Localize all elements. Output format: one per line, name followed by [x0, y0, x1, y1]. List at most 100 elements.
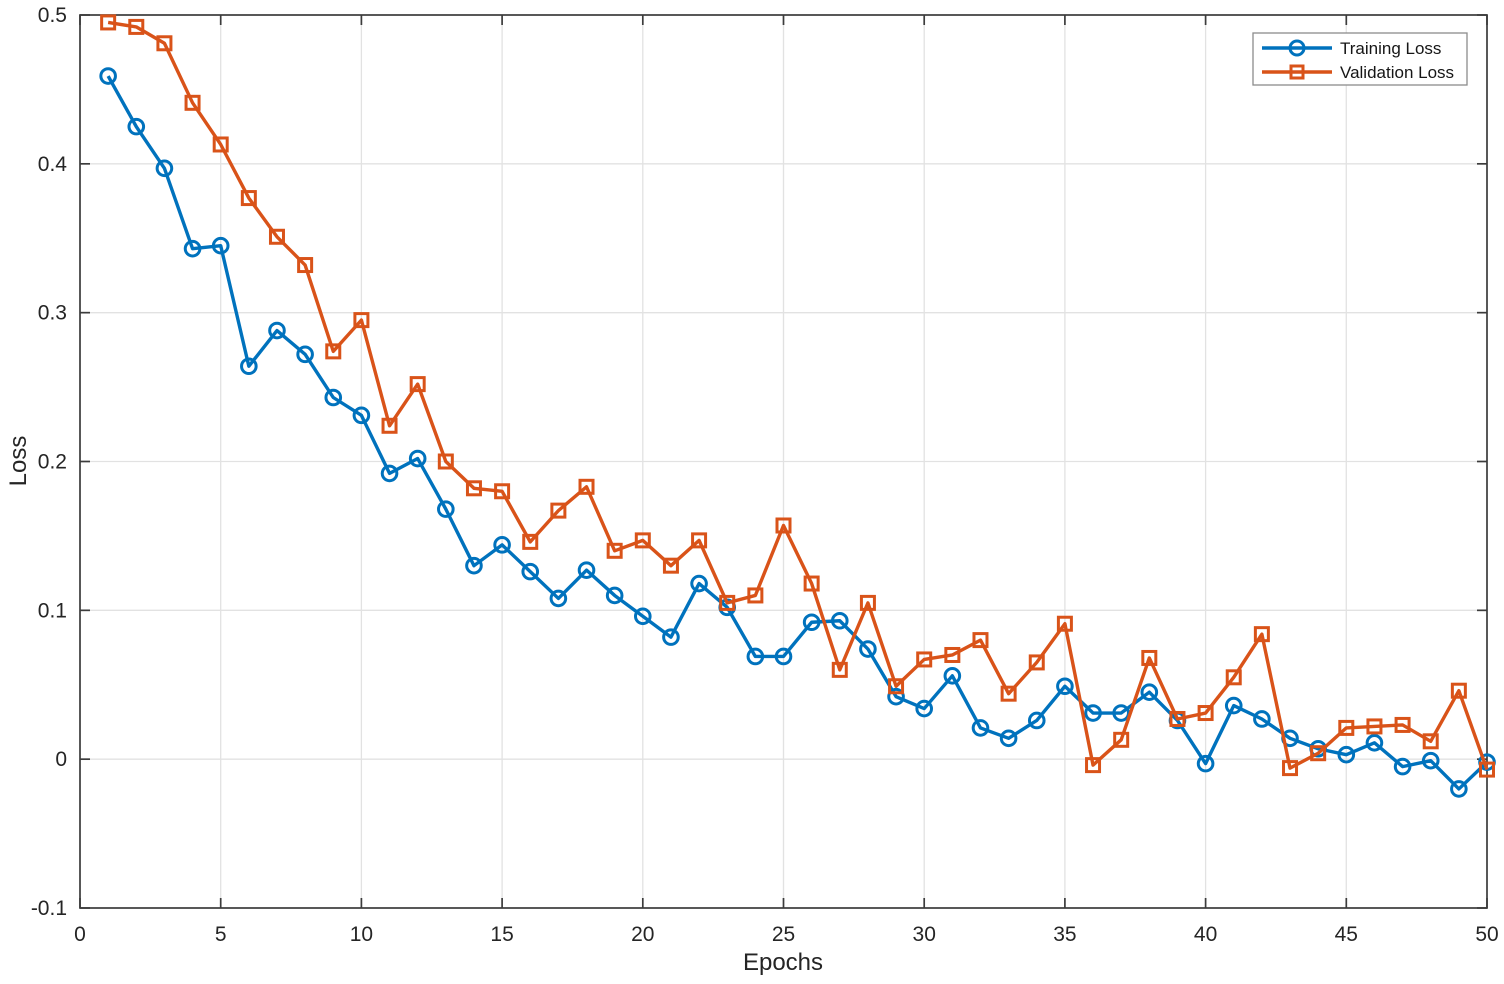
x-tick-label: 40 — [1194, 923, 1217, 946]
x-tick-label: 35 — [1053, 923, 1076, 946]
data-point-square — [1028, 654, 1045, 671]
data-point-circle — [1224, 696, 1243, 715]
legend-label-validation: Validation Loss — [1340, 63, 1454, 82]
data-point-square — [465, 480, 482, 497]
data-point-circle — [465, 556, 483, 575]
data-point-circle — [352, 406, 371, 425]
data-point-circle — [999, 729, 1018, 748]
data-point-circle — [662, 628, 680, 646]
legend-circle-marker-icon — [1288, 39, 1306, 57]
data-point-square — [831, 661, 848, 678]
data-point-circle — [1253, 710, 1271, 728]
data-point-square — [1366, 718, 1383, 735]
data-point-square — [1479, 761, 1495, 778]
x-tick-label: 5 — [215, 923, 227, 946]
data-point-circle — [1027, 711, 1046, 730]
data-point-square — [409, 376, 426, 393]
data-point-square — [691, 532, 708, 549]
data-point-circle — [1084, 704, 1102, 722]
data-point-square — [888, 678, 905, 695]
y-tick-label: -0.1 — [31, 897, 67, 920]
data-point-square — [550, 502, 567, 519]
x-tick-label: 30 — [913, 923, 936, 946]
data-point-square — [747, 587, 764, 604]
data-point-circle — [240, 357, 258, 376]
data-point-circle — [634, 607, 652, 626]
data-point-square — [522, 533, 539, 550]
data-point-square — [916, 651, 933, 668]
x-tick-label: 25 — [772, 923, 795, 946]
data-point-square — [381, 417, 398, 434]
data-point-square — [606, 542, 623, 559]
data-point-circle — [1112, 704, 1130, 722]
data-point-square — [437, 453, 454, 470]
plot-area: 0 5 10 15 20 25 30 35 40 45 50 -0.1 0 0.1 0.2 0.3 0.4 0.5 — [31, 4, 1499, 946]
data-point-square — [353, 312, 370, 329]
data-point-square — [100, 14, 117, 31]
data-point-circle — [127, 117, 146, 136]
x-axis-label: Epochs — [743, 949, 823, 976]
data-point-circle — [943, 667, 962, 685]
data-point-circle — [1056, 677, 1074, 696]
data-point-circle — [971, 719, 990, 737]
y-tick-label: 0.5 — [38, 4, 67, 27]
data-point-circle — [1450, 780, 1468, 798]
data-point-circle — [605, 586, 624, 605]
data-point-square — [1169, 710, 1186, 727]
data-point-circle — [887, 687, 905, 706]
y-tick-labels: -0.1 0 0.1 0.2 0.3 0.4 0.5 — [31, 4, 67, 920]
y-tick-label: 0 — [55, 748, 67, 771]
data-point-square — [775, 517, 792, 534]
data-point-circle — [183, 239, 202, 258]
data-point-circle — [437, 500, 455, 518]
series-markers-validation — [100, 14, 1495, 778]
data-point-square — [1310, 745, 1327, 762]
data-point-square — [128, 18, 145, 35]
x-tick-labels: 0 5 10 15 20 25 30 35 40 45 50 — [74, 923, 1499, 946]
data-point-circle — [746, 647, 765, 666]
data-point-circle — [324, 388, 343, 407]
data-point-square — [662, 557, 679, 574]
data-point-circle — [859, 640, 877, 658]
data-point-circle — [830, 611, 849, 630]
data-point-square — [494, 483, 511, 500]
data-point-circle — [493, 536, 511, 554]
x-tick-label: 10 — [350, 923, 373, 946]
data-point-square — [578, 478, 595, 495]
y-tick-label: 0.3 — [38, 302, 67, 325]
data-point-square — [1422, 733, 1439, 750]
data-point-square — [719, 594, 736, 611]
data-point-square — [1000, 685, 1017, 702]
data-point-circle — [577, 561, 596, 579]
y-tick-label: 0.2 — [38, 451, 67, 474]
data-point-circle — [1337, 745, 1356, 764]
data-point-square — [1056, 615, 1073, 632]
data-point-circle — [380, 464, 399, 483]
y-tick-label: 0.4 — [38, 153, 68, 176]
x-tick-label: 0 — [74, 923, 86, 946]
data-point-circle — [155, 159, 174, 178]
data-point-square — [803, 575, 820, 592]
data-point-circle — [802, 613, 821, 632]
data-point-square — [1085, 757, 1102, 774]
data-point-circle — [1421, 751, 1440, 770]
data-point-square — [1282, 760, 1299, 777]
data-point-square — [1225, 669, 1242, 686]
legend-label-training: Training Loss — [1340, 39, 1441, 58]
data-point-circle — [690, 574, 708, 593]
data-point-square — [1394, 716, 1411, 733]
data-point-circle — [521, 562, 540, 581]
data-point-square — [184, 94, 201, 111]
x-tick-label: 20 — [631, 923, 654, 946]
legend: Training Loss Validation Loss — [1252, 32, 1468, 86]
data-point-square — [1197, 705, 1214, 722]
data-point-circle — [99, 67, 117, 85]
data-point-circle — [408, 449, 427, 468]
data-point-square — [944, 646, 961, 663]
series-line-training — [106, 75, 1489, 791]
x-tick-label: 45 — [1335, 923, 1358, 946]
data-point-square — [156, 35, 173, 52]
data-point-circle — [1140, 683, 1159, 701]
